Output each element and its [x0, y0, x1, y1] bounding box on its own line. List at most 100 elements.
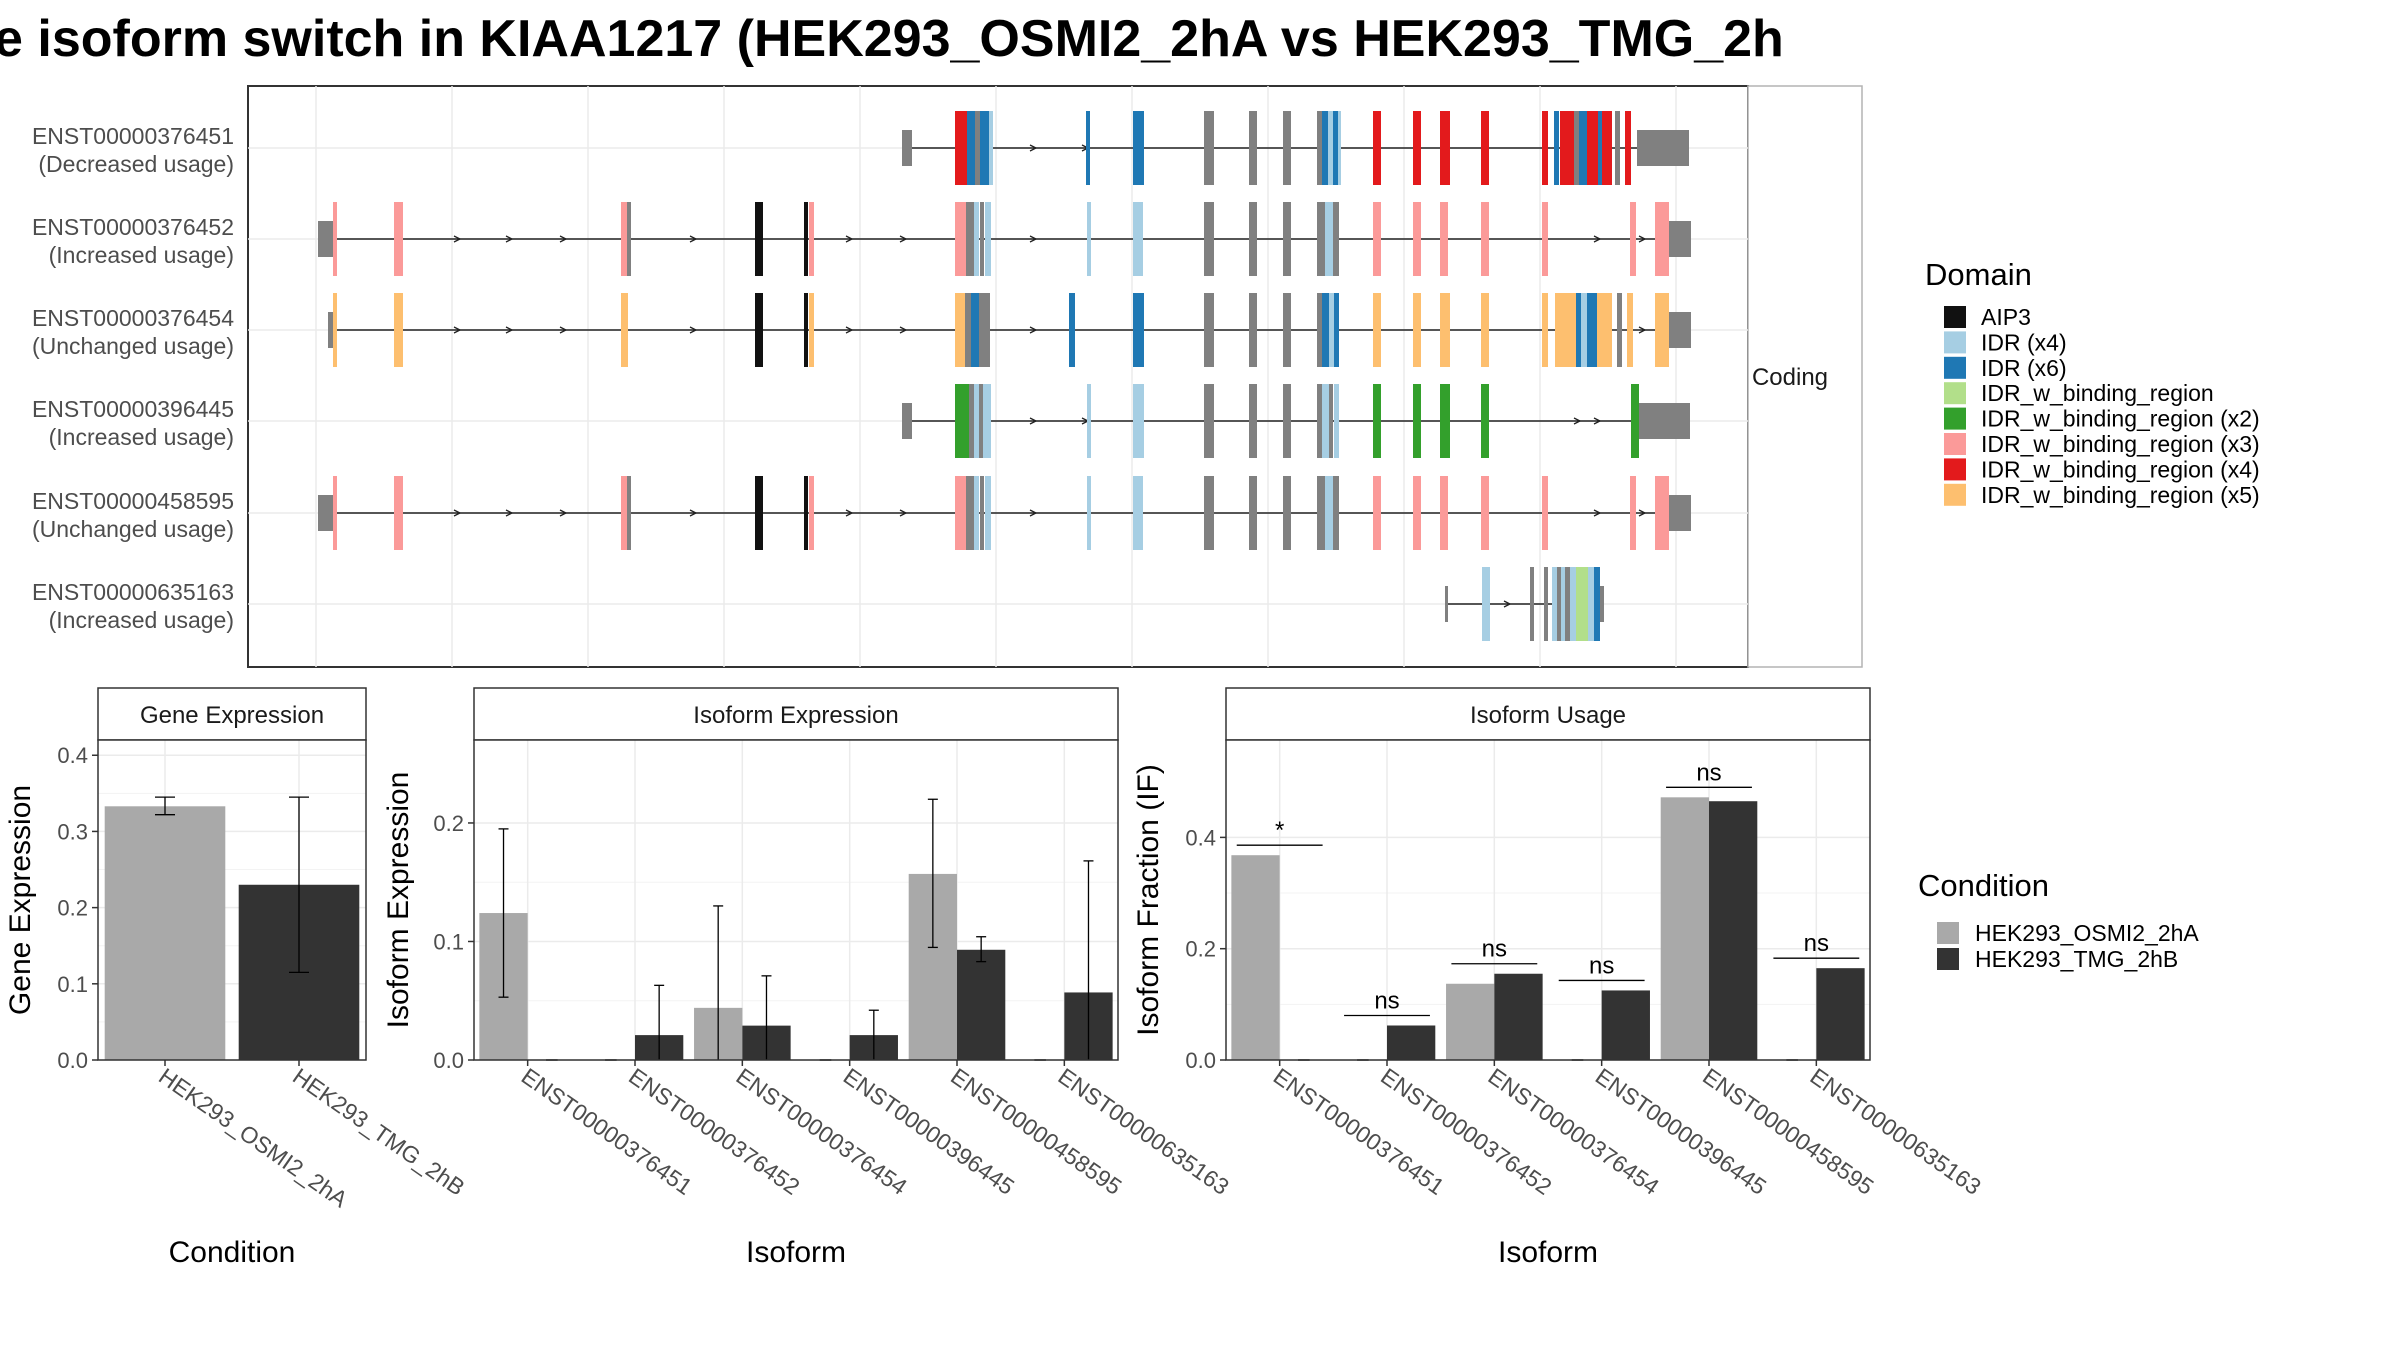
exon-block	[804, 202, 808, 276]
domain-legend-swatch	[1944, 356, 1966, 379]
condition-legend-swatch	[1937, 922, 1959, 944]
isoform-usage-label: (Unchanged usage)	[32, 333, 234, 359]
exon-block	[966, 476, 974, 550]
exon-block	[1333, 202, 1339, 276]
significance-label: ns	[1482, 936, 1507, 963]
exon-block	[1249, 111, 1257, 185]
x-tick-label: ENST00000376452	[1376, 1063, 1556, 1200]
exon-block	[966, 202, 974, 276]
x-tick-label: ENST00000376451	[1269, 1063, 1449, 1200]
bar	[1601, 990, 1650, 1060]
utr-block	[1445, 586, 1448, 622]
exon-block	[975, 111, 980, 185]
significance-label: ns	[1696, 759, 1721, 786]
coding-strip-label: Coding	[1752, 364, 1828, 391]
exon-block	[1440, 202, 1448, 276]
exon-block	[1631, 384, 1639, 458]
exon-block	[1283, 384, 1291, 458]
exon-block	[1317, 111, 1322, 185]
exon-block	[1542, 111, 1548, 185]
y-tick-label: 0.3	[57, 819, 88, 844]
exon-block	[394, 476, 403, 550]
exon-block	[333, 476, 337, 550]
strand-arrow	[1593, 509, 1602, 517]
panel-title: Isoform Expression	[693, 702, 898, 729]
x-tick-label: ENST00000458595	[1698, 1063, 1878, 1200]
bar	[1231, 855, 1280, 1060]
exon-block	[1481, 111, 1489, 185]
y-tick-label: 0.4	[57, 743, 88, 768]
exon-block	[1334, 293, 1339, 367]
isoform-usage-label: (Decreased usage)	[38, 151, 234, 177]
strand-arrow	[453, 326, 462, 334]
x-tick-label: ENST00000376451	[517, 1063, 697, 1200]
utr-block	[1637, 130, 1689, 166]
exon-block	[621, 476, 627, 550]
exon-block	[1655, 293, 1669, 367]
exon-block	[1283, 293, 1291, 367]
strand-arrow	[845, 235, 854, 243]
gene-expression-panel: Gene Expression0.00.10.20.30.4HEK293_OSM…	[4, 687, 470, 1269]
exon-block	[1581, 293, 1587, 367]
transcript-track	[902, 384, 1690, 458]
exon-block	[1552, 567, 1557, 641]
exon-block	[755, 202, 763, 276]
strand-arrow	[559, 235, 568, 243]
condition-legend-title: Condition	[1918, 868, 2049, 903]
exon-block	[1373, 384, 1381, 458]
domain-legend-label: IDR_w_binding_region (x5)	[1981, 482, 2260, 508]
exon-block	[1322, 384, 1329, 458]
exon-block	[980, 476, 984, 550]
exon-block	[1560, 293, 1576, 367]
strand-arrow	[845, 509, 854, 517]
strand-arrow	[899, 235, 908, 243]
exon-block	[804, 293, 808, 367]
strand-arrow	[899, 326, 908, 334]
isoform-usage-panel: Isoform Usage * ns ns ns ns ns 0.0 0.2 0.4 ENST000…	[1132, 687, 1986, 1269]
domain-legend-title: Domain	[1925, 257, 2032, 292]
exon-block	[1329, 293, 1334, 367]
strand-arrow	[689, 509, 698, 517]
exon-block	[1598, 111, 1602, 185]
exon-block	[1557, 567, 1561, 641]
exon-block	[1086, 111, 1090, 185]
transcript-track	[902, 111, 1689, 185]
domain-legend-label: AIP3	[1981, 304, 2031, 330]
exon-block	[1087, 476, 1091, 550]
strand-arrow	[1029, 144, 1038, 152]
strand-arrow	[845, 326, 854, 334]
exon-block	[1481, 293, 1489, 367]
exon-block	[1325, 202, 1333, 276]
x-axis-title: Isoform	[746, 1236, 846, 1269]
bar	[1660, 797, 1709, 1060]
exon-block	[1283, 111, 1291, 185]
strand-arrow	[1029, 417, 1038, 425]
exon-block	[974, 384, 979, 458]
strand-arrow	[1503, 600, 1512, 608]
panel-title: Gene Expression	[140, 702, 324, 729]
exon-block	[1373, 476, 1381, 550]
exon-block	[983, 384, 991, 458]
exon-block	[1630, 476, 1636, 550]
x-tick-label: ENST00000635163	[1805, 1063, 1985, 1200]
exon-block	[1574, 111, 1579, 185]
significance-label: ns	[1374, 987, 1399, 1014]
exon-block	[1283, 476, 1291, 550]
exon-block	[1555, 293, 1560, 367]
exon-block	[1579, 111, 1587, 185]
condition-legend-label: HEK293_TMG_2hB	[1975, 946, 2178, 972]
panel-background	[1226, 740, 1870, 1060]
significance-label: ns	[1589, 952, 1614, 979]
exon-block	[1133, 476, 1143, 550]
domain-legend-swatch	[1944, 483, 1966, 506]
bar	[104, 806, 226, 1060]
exon-block	[1615, 111, 1620, 185]
isoform-id-label: ENST00000376454	[32, 305, 234, 331]
exon-block	[974, 476, 979, 550]
exon-block	[1542, 293, 1548, 367]
strand-arrow	[505, 509, 514, 517]
exon-block	[1373, 202, 1381, 276]
exon-block	[1602, 111, 1612, 185]
exon-block	[985, 476, 991, 550]
